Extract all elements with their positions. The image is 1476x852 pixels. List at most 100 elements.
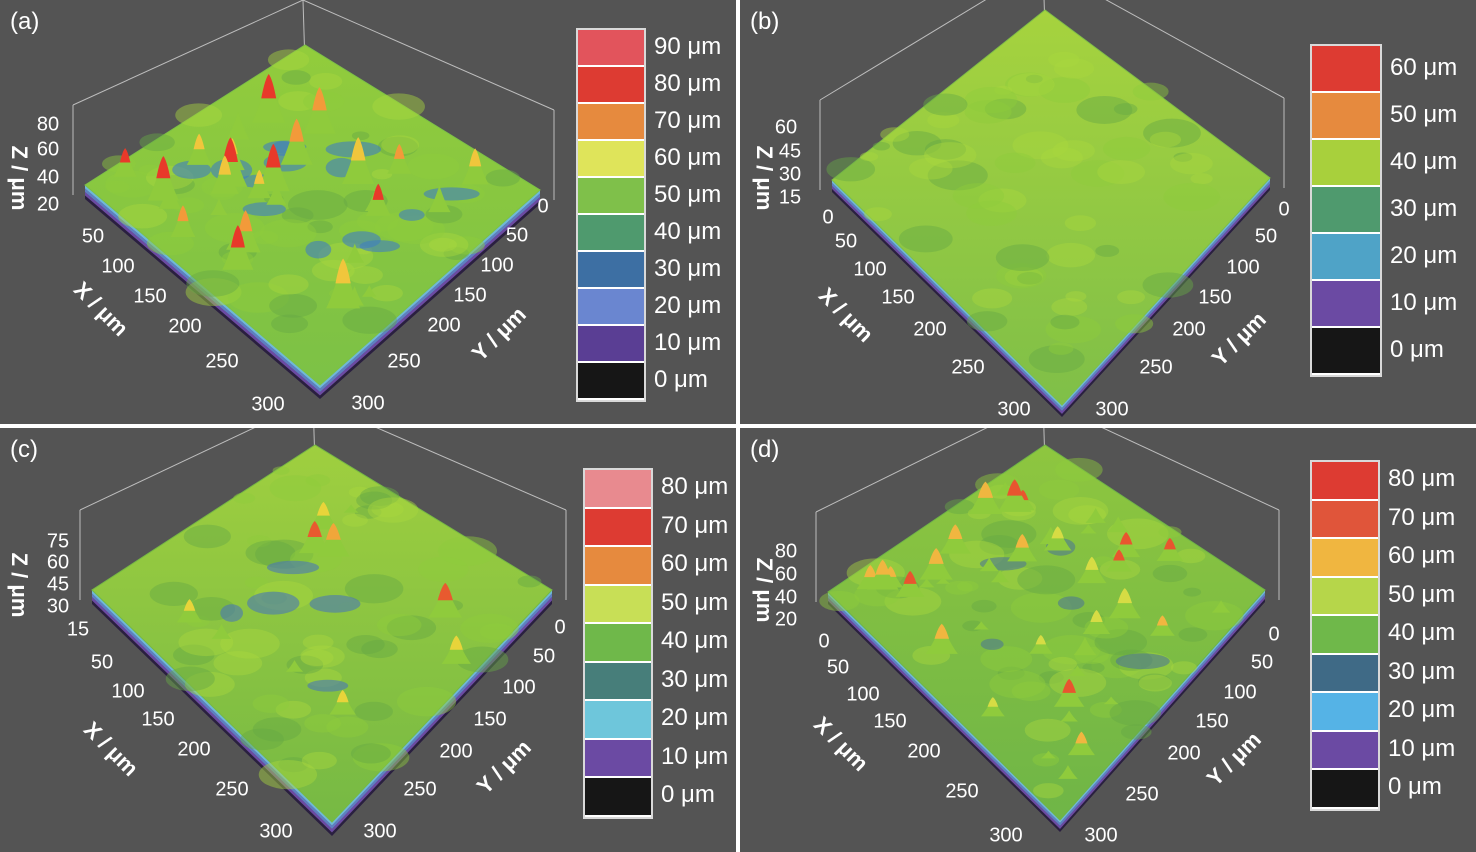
surface-valley: [423, 187, 480, 201]
x-tick-label: 100: [846, 683, 879, 705]
x-tick-label: 150: [873, 710, 906, 732]
surface-peak: [1077, 556, 1107, 584]
y-axis-title: Y / μm: [467, 302, 531, 366]
y-tick-label: 100: [1226, 256, 1259, 278]
surface-texture: [396, 686, 457, 717]
z-tick-label: 30: [779, 163, 801, 185]
colorbar-label: 70 μm: [661, 511, 729, 539]
surface-peak-top: [312, 87, 327, 111]
box-edge: [815, 428, 988, 513]
surface-peak: [309, 501, 338, 530]
surface-texture: [342, 306, 397, 334]
colorbar-label: 20 μm: [661, 704, 729, 732]
surface-texture: [269, 475, 322, 502]
surface-texture: [419, 232, 469, 257]
colorbar-label: 40 μm: [1390, 147, 1458, 175]
surface-peak-top: [903, 570, 917, 584]
surface-texture: [1076, 95, 1133, 124]
x-tick-label: 50: [827, 656, 849, 678]
colorbar-swatch: [1312, 693, 1378, 732]
surface-peak-top: [183, 599, 196, 611]
x-tick-label: 50: [91, 651, 113, 673]
y-tick-label: 150: [473, 708, 506, 730]
z-tick-label: 40: [775, 586, 797, 608]
y-tick-label: 0: [537, 195, 548, 217]
surface-texture: [966, 311, 1008, 332]
z-axis-title: Z / μm: [7, 146, 32, 211]
surface-texture: [964, 86, 1018, 114]
z-axis-title: Z / μm: [7, 553, 32, 618]
surface-texture: [1109, 700, 1162, 726]
colorbar-label: 90 μm: [654, 32, 722, 60]
surface-texture: [371, 169, 393, 180]
y-tick-label: 150: [1198, 286, 1231, 308]
y-tick-label: 300: [1095, 398, 1128, 420]
surface-peak-top: [316, 501, 330, 516]
colorbar-label: 60 μm: [654, 143, 722, 171]
surface-peak-top: [372, 183, 384, 200]
surface-texture: [278, 757, 309, 773]
surface-texture: [978, 188, 1027, 213]
surface-peak-top: [1015, 534, 1029, 548]
x-tick-label: 100: [853, 258, 886, 280]
colorbar-label: 30 μm: [1388, 657, 1456, 685]
surface-texture: [105, 180, 129, 193]
surface-texture: [247, 535, 272, 548]
surface-peak: [1211, 600, 1231, 613]
y-tick-label: 50: [1255, 225, 1277, 247]
colorbar-swatch: [1312, 187, 1380, 234]
colorbar-label: 0 μm: [1388, 773, 1442, 801]
surface-peak: [428, 582, 463, 618]
colorbar-label: 70 μm: [1388, 503, 1456, 531]
colorbar-label: 80 μm: [1388, 465, 1456, 493]
colorbar-swatch: [578, 326, 644, 363]
surface-texture: [1173, 152, 1193, 162]
y-tick-label: 300: [351, 392, 384, 414]
surface-peak: [1067, 731, 1095, 756]
surface-texture: [1045, 315, 1101, 344]
surface-texture: [281, 207, 314, 224]
surface-peak: [210, 198, 228, 216]
colorbar-label: 0 μm: [654, 365, 708, 393]
surface-texture: [872, 141, 891, 151]
surface-peak-top: [977, 481, 994, 498]
surface-texture: [354, 505, 382, 519]
colorbar-swatch: [1312, 577, 1378, 616]
surface-texture: [260, 219, 317, 248]
colorbar-label: 0 μm: [1390, 335, 1444, 363]
surface-texture: [1051, 298, 1088, 316]
surface-peak-top: [307, 520, 322, 538]
surface-peak-top: [1163, 537, 1176, 550]
colorbar-label: 30 μm: [661, 665, 729, 693]
surface-texture: [819, 590, 860, 612]
surface-texture: [356, 211, 399, 232]
surface: [831, 9, 1271, 406]
surface-texture: [350, 743, 391, 764]
colorbar-swatch: [1312, 654, 1378, 693]
z-tick-label: 75: [47, 530, 69, 552]
surface-valley: [172, 160, 212, 179]
surface-peak: [1029, 635, 1053, 654]
surface-texture: [880, 127, 910, 142]
surface-texture: [1149, 131, 1182, 148]
surface-texture: [326, 716, 369, 738]
surface-texture: [302, 634, 334, 651]
surface-peak: [428, 185, 451, 213]
colorbar-swatch: [578, 215, 644, 252]
surface-peak: [266, 182, 287, 205]
surface-peak: [211, 623, 232, 639]
surface-texture: [1048, 51, 1080, 68]
z-tick-label: 0: [818, 630, 829, 652]
surface-texture: [233, 492, 256, 504]
y-tick-label: 150: [453, 284, 486, 306]
colorbar-label: 70 μm: [654, 106, 722, 134]
surface-texture: [1176, 548, 1206, 564]
surface-texture: [359, 486, 400, 506]
surface-texture: [267, 49, 310, 71]
surface-texture: [460, 613, 519, 643]
surface-texture: [927, 112, 960, 129]
panel-label-c: (c): [10, 436, 38, 463]
surface-texture: [1170, 152, 1213, 175]
surface-peak: [939, 524, 972, 554]
colorbar-swatch: [1312, 462, 1378, 501]
